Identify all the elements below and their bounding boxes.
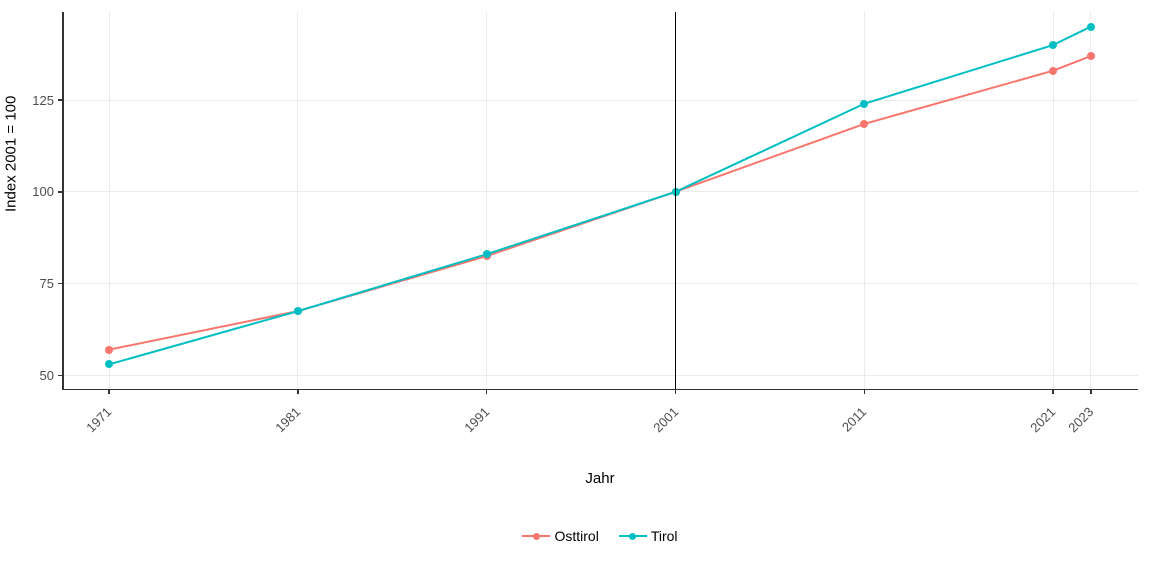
- y-tick-label: 50: [12, 368, 54, 383]
- legend-item: Tirol: [619, 528, 678, 544]
- y-tick-mark: [58, 191, 62, 193]
- lines-layer: [62, 12, 1138, 390]
- axis-border-bottom: [62, 389, 1138, 391]
- series-point: [105, 346, 113, 354]
- x-axis-title: Jahr: [62, 470, 1138, 487]
- x-tick-mark: [675, 390, 677, 394]
- axis-border-left: [62, 12, 64, 390]
- series-point: [1087, 23, 1095, 31]
- series-line: [109, 27, 1091, 365]
- x-tick-mark: [1052, 390, 1054, 394]
- chart-stage: 1971198119912001201120212023 5075100125 …: [0, 0, 1152, 576]
- series-line: [109, 56, 1091, 350]
- legend-item: Osttirol: [522, 528, 598, 544]
- legend-point-icon: [533, 533, 540, 540]
- series-point: [860, 100, 868, 108]
- legend-label: Tirol: [651, 528, 678, 544]
- y-tick-mark: [58, 99, 62, 101]
- legend-key: [522, 529, 550, 543]
- legend: Osttirol Tirol: [62, 528, 1138, 544]
- series-point: [294, 307, 302, 315]
- series-point: [483, 250, 491, 258]
- series-point: [1049, 41, 1057, 49]
- y-tick-mark: [58, 283, 62, 285]
- series-point: [1087, 52, 1095, 60]
- legend-point-icon: [629, 533, 636, 540]
- series-point: [1049, 67, 1057, 75]
- reference-line: [675, 12, 677, 390]
- plot-panel: [62, 12, 1138, 390]
- legend-label: Osttirol: [554, 528, 598, 544]
- x-tick-mark: [864, 390, 866, 394]
- y-tick-label: 75: [12, 276, 54, 291]
- x-tick-mark: [1090, 390, 1092, 394]
- x-tick-mark: [297, 390, 299, 394]
- legend-key: [619, 529, 647, 543]
- x-tick-mark: [486, 390, 488, 394]
- x-tick-mark: [108, 390, 110, 394]
- y-tick-mark: [58, 375, 62, 377]
- y-axis-title: Index 2001 = 100: [3, 190, 20, 212]
